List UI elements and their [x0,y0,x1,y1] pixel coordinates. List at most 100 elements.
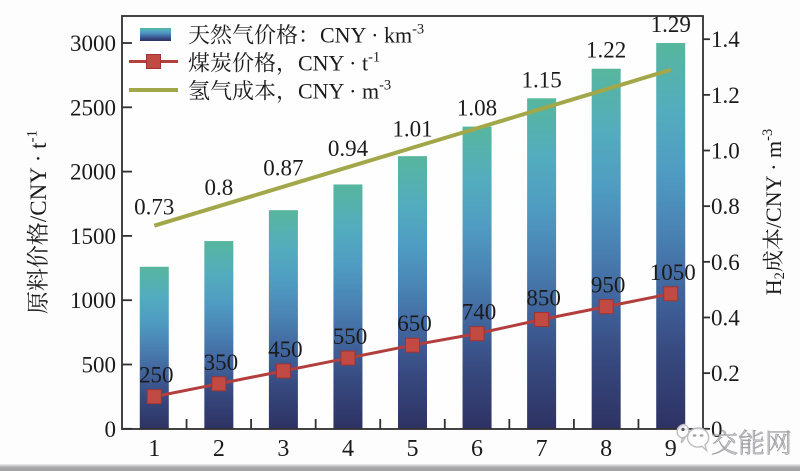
chat-bubble-large-icon [686,427,710,453]
legend-label-coal: CNY · t -1 [188,49,380,76]
svg-text:1.29: 1.29 [651,12,691,37]
svg-text:550: 550 [333,324,368,349]
coal-marker [469,326,485,342]
coal-marker [146,389,162,405]
bubble-eye-icon [692,434,697,437]
bar [398,156,427,429]
bar [204,241,234,429]
x-tick-label: 3 [277,436,289,462]
left-tick-label: 500 [82,353,117,378]
axis-ticks [122,38,710,430]
x-tick-label: 1 [148,436,160,462]
svg-text:2000: 2000 [70,160,116,185]
svg-text:3000: 3000 [70,31,116,56]
left-tick-label: 1500 [70,224,116,249]
legend-label-gas: CNY · km -3 [188,21,424,48]
coal-value-label: 850 [526,285,561,310]
svg-text:1.0: 1.0 [711,139,740,164]
x-tick-label: 8 [600,436,612,462]
svg-text:-3: -3 [760,129,776,141]
coal-marker [534,311,550,327]
hydrogen-cost-line [153,67,672,228]
svg-text:500: 500 [82,353,117,378]
coal-marker [405,337,420,353]
svg-text:1.15: 1.15 [521,67,561,92]
hydrogen-value-label: 0.8 [204,175,233,200]
svg-text:5: 5 [407,436,419,462]
svg-text:H: H [761,279,786,295]
svg-text:7: 7 [536,436,548,462]
hydrogen-value-label: 0.87 [263,156,303,181]
svg-text:4: 4 [342,436,354,462]
svg-text:/CNY · m: /CNY · m [761,141,786,228]
x-tick-label: 6 [471,436,483,462]
svg-text:1.01: 1.01 [392,117,432,142]
bar [591,68,621,429]
svg-text:/CNY · t: /CNY · t [26,142,51,222]
hydrogen-value-label: 1.08 [457,96,497,121]
gas-price-bars [139,43,686,429]
bubble-eye-icon [699,434,704,437]
bottom-divider [0,464,800,471]
svg-text:0.6: 0.6 [711,250,740,275]
coal-value-label: 450 [268,337,303,362]
svg-text:2: 2 [772,272,788,279]
svg-text:1050: 1050 [650,260,696,285]
svg-text:CNY · t: CNY · t [298,51,368,76]
bubble-eye-icon [681,427,685,432]
hydrogen-value-label: 0.94 [328,136,369,161]
coal-marker [211,376,227,392]
right-axis-title: H2/CNY · m-3 [760,129,788,295]
left-tick-label: 3000 [70,31,116,56]
coal-value-label: 1050 [650,260,696,285]
svg-text:CNY · m: CNY · m [298,79,379,104]
left-tick-label: 1000 [70,288,116,313]
hydrogen-value-label: 0.73 [134,195,174,220]
right-tick-label: 1.2 [711,83,740,108]
svg-text:0: 0 [105,417,117,442]
coal-marker [275,363,291,379]
x-tick-label: 9 [665,436,677,462]
svg-text:0.94: 0.94 [328,136,369,161]
svg-text:0.8: 0.8 [204,175,233,200]
right-tick-label: 0.6 [711,250,740,275]
svg-text:740: 740 [462,300,497,325]
svg-text:2: 2 [213,436,225,462]
coal-marker [340,350,356,366]
svg-text:2500: 2500 [70,95,116,120]
svg-text:CNY · km: CNY · km [320,23,412,48]
bar [268,210,298,429]
right-tick-label: 0.2 [711,361,740,386]
svg-text:-1: -1 [23,130,40,143]
bar [527,98,557,429]
hydrogen-value-label: 1.22 [586,38,626,63]
svg-text:650: 650 [397,311,432,336]
svg-text:0.4: 0.4 [711,305,740,330]
svg-text:0.2: 0.2 [711,361,740,386]
left-tick-label: 2000 [70,160,116,185]
x-tick-label: 4 [342,436,354,462]
hydrogen-value-label: 1.15 [521,67,561,92]
legend-bar-swatch [140,28,171,41]
svg-text:9: 9 [665,436,677,462]
svg-text:1.2: 1.2 [711,83,740,108]
svg-text:1.4: 1.4 [711,27,740,52]
x-tick-label: 2 [213,436,225,462]
svg-text:250: 250 [139,363,174,388]
svg-text:1.08: 1.08 [457,96,497,121]
plot-frame [121,15,704,430]
svg-text:0.87: 0.87 [263,156,303,181]
svg-text:1: 1 [148,436,160,462]
svg-text:3: 3 [277,436,289,462]
svg-text:-3: -3 [379,77,391,93]
left-axis-title: /CNY · t-1 [23,130,51,314]
right-tick-label: 0.8 [711,194,740,219]
hydrogen-value-label: 1.01 [392,117,432,142]
svg-text:8: 8 [600,436,612,462]
x-tick-label: 7 [536,436,548,462]
right-tick-label: 1.4 [711,27,740,52]
svg-text:950: 950 [591,273,626,298]
